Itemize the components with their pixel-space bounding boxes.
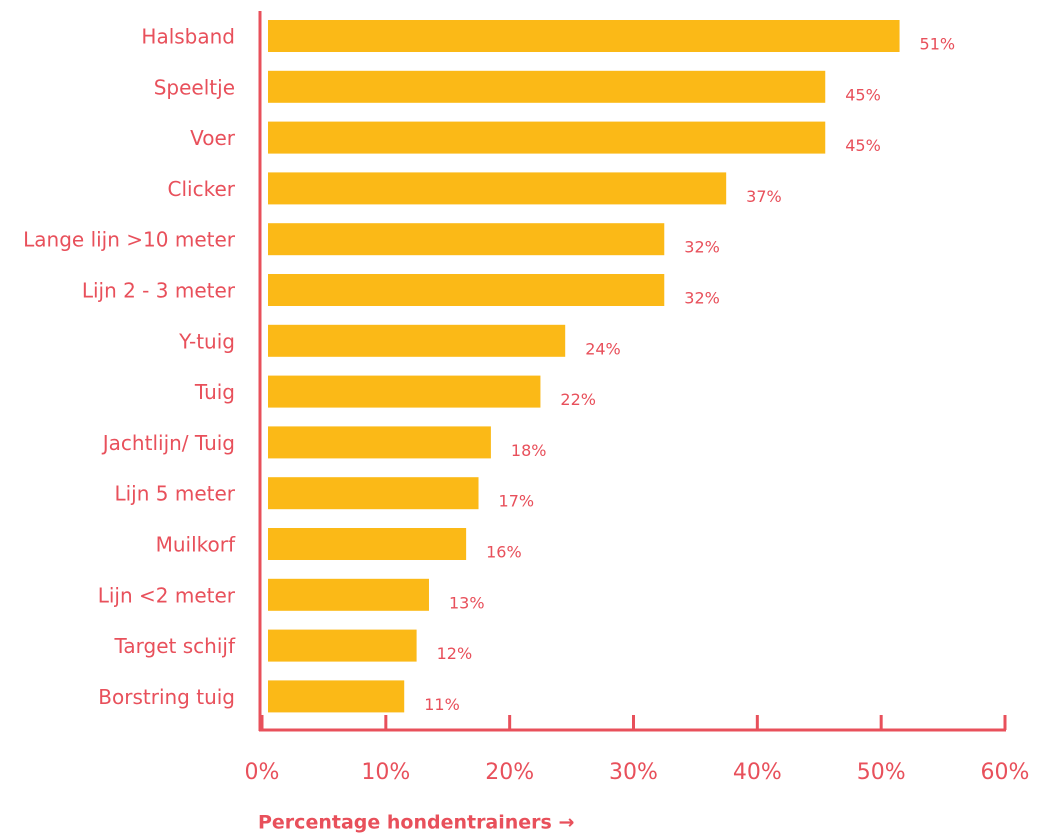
x-tick-label: 40% bbox=[733, 760, 782, 785]
value-label: 32% bbox=[684, 238, 720, 257]
value-label: 51% bbox=[920, 35, 956, 54]
x-axis-title: Percentage hondentrainers → bbox=[258, 812, 574, 834]
value-label: 16% bbox=[486, 543, 522, 562]
y-tick-label: Lange lijn >10 meter bbox=[23, 228, 236, 252]
x-tick-label: 20% bbox=[485, 760, 534, 785]
x-tick-label: 10% bbox=[361, 760, 410, 785]
y-tick-label: Lijn 2 - 3 meter bbox=[82, 279, 236, 303]
y-tick-label: Lijn 5 meter bbox=[114, 482, 235, 506]
bar bbox=[268, 223, 665, 256]
y-tick-label: Lijn <2 meter bbox=[98, 583, 236, 607]
x-tick-label: 60% bbox=[981, 760, 1030, 785]
bar bbox=[268, 680, 405, 713]
bar bbox=[268, 324, 566, 357]
y-tick-label: Speeltje bbox=[154, 75, 235, 99]
y-tick-label: Target schijf bbox=[114, 634, 236, 658]
x-tick-label: 30% bbox=[609, 760, 658, 785]
value-label: 17% bbox=[499, 492, 535, 511]
y-tick-label: Y-tuig bbox=[178, 329, 235, 353]
y-tick-label: Clicker bbox=[168, 177, 236, 201]
bar bbox=[268, 426, 491, 459]
y-tick-label: Muilkorf bbox=[156, 533, 236, 557]
bar bbox=[268, 629, 417, 662]
y-tick-label: Borstring tuig bbox=[98, 685, 235, 709]
value-label: 11% bbox=[424, 695, 460, 714]
y-tick-label: Halsband bbox=[141, 25, 235, 49]
value-label: 45% bbox=[845, 85, 881, 104]
bar bbox=[268, 274, 665, 306]
bar bbox=[268, 70, 826, 103]
bar bbox=[268, 172, 727, 205]
bar bbox=[268, 121, 826, 154]
bar bbox=[268, 528, 467, 560]
y-tick-label: Tuig bbox=[194, 380, 235, 404]
bar bbox=[268, 20, 900, 52]
x-tick-label: 50% bbox=[857, 760, 906, 785]
y-tick-label: Jachtlijn/ Tuig bbox=[101, 431, 235, 455]
value-label: 18% bbox=[511, 441, 547, 460]
bar bbox=[268, 477, 479, 510]
value-label: 32% bbox=[684, 289, 720, 308]
y-tick-label: Voer bbox=[190, 126, 236, 150]
bar bbox=[268, 375, 541, 408]
value-label: 24% bbox=[585, 339, 621, 358]
value-label: 12% bbox=[437, 644, 473, 663]
value-label: 45% bbox=[845, 136, 881, 155]
value-label: 13% bbox=[449, 593, 485, 612]
x-tick-label: 0% bbox=[245, 760, 280, 785]
value-label: 37% bbox=[746, 187, 782, 206]
bar bbox=[268, 578, 429, 611]
value-label: 22% bbox=[560, 390, 596, 409]
